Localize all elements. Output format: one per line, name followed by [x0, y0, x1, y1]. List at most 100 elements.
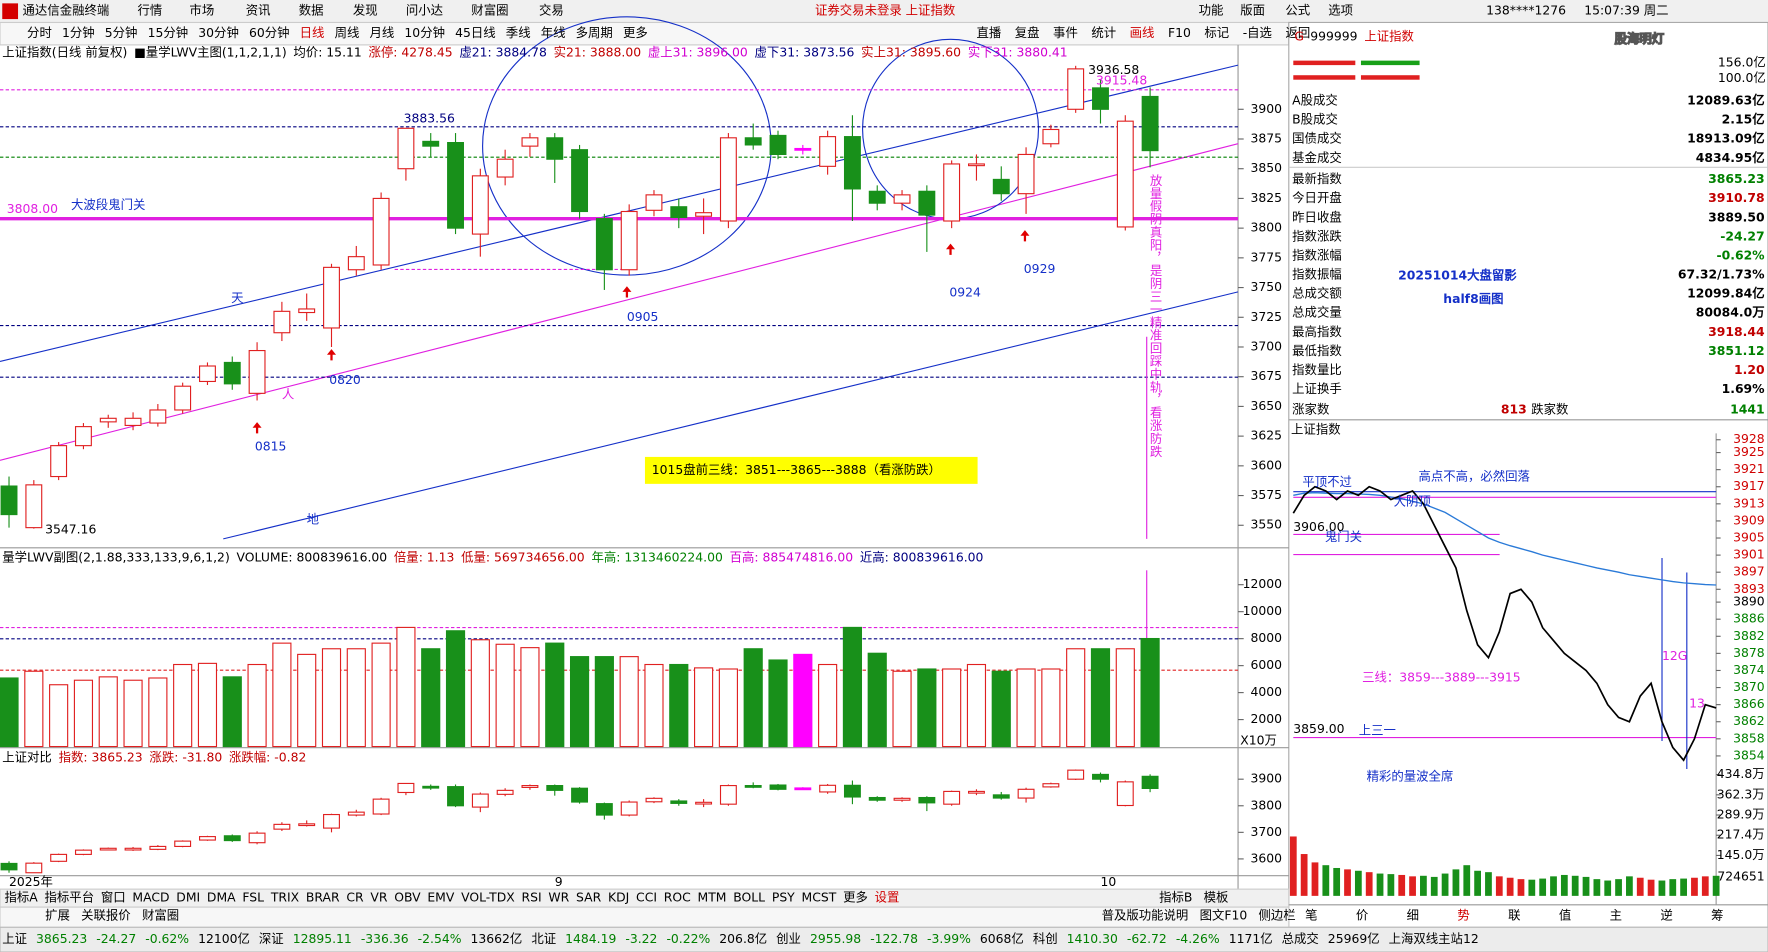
toolbar-button[interactable]: 返回 [1285, 26, 1310, 40]
indicator-tab[interactable]: WR [548, 891, 569, 905]
indicator-tab[interactable]: VR [370, 891, 387, 905]
indicator-tab[interactable]: OBV [394, 891, 421, 905]
period-tab[interactable]: 多周期 [576, 26, 613, 40]
period-tab[interactable]: 45日线 [455, 26, 496, 40]
x-tick-label: 10 [1100, 875, 1116, 889]
extra-tab[interactable]: 侧边栏 [1259, 908, 1296, 923]
volume-bar [24, 670, 44, 748]
compare-candle-body [74, 849, 92, 855]
volume-bar [346, 648, 366, 748]
volume-bar [1528, 879, 1536, 896]
indicator-tab[interactable]: VOL-TDX [461, 891, 515, 905]
indicator-tab[interactable]: 模板 [1204, 891, 1229, 905]
menu-item[interactable]: 功能 [1199, 4, 1224, 18]
toolbar-button[interactable]: 统计 [1091, 26, 1116, 40]
indicator-tab[interactable]: TRIX [270, 891, 300, 905]
menu-item[interactable]: 问小达 [406, 4, 443, 18]
compare-candle-body [199, 836, 216, 841]
indicator-tab[interactable]: MTM [698, 891, 727, 905]
menu-item[interactable]: 行情 [138, 4, 163, 18]
indicator-tab[interactable]: 指标平台 [45, 890, 95, 905]
panel-tab[interactable]: 细 [1407, 909, 1419, 923]
chart-header: 实上31: 3895.60 [861, 44, 961, 59]
extra-tab[interactable]: 图文F10 [1200, 908, 1248, 923]
indicator-tab[interactable]: DMA [207, 891, 236, 905]
period-tab[interactable]: 周线 [335, 26, 360, 40]
period-tab[interactable]: 60分钟 [249, 25, 290, 40]
indicator-tab[interactable]: EMV [427, 891, 455, 905]
menu-item[interactable]: 数据 [299, 3, 324, 18]
annotation: 0905 [627, 310, 659, 324]
toolbar-button[interactable]: 标记 [1204, 26, 1229, 40]
stat-label: 最新指数 [1292, 171, 1342, 186]
menu-item[interactable]: 版面 [1240, 4, 1265, 18]
period-tab[interactable]: 1分钟 [62, 25, 95, 40]
panel-tab[interactable]: 价 [1356, 909, 1368, 923]
volume-header: 量学LWV副图(2,1.88,333,133,9,6,1,2) [2, 549, 230, 564]
indicator-tab[interactable]: 设置 [875, 891, 900, 905]
panel-tab[interactable]: 联 [1508, 909, 1520, 923]
compare-candle-body [248, 832, 266, 844]
candle-body [719, 137, 737, 222]
period-tab[interactable]: 月线 [370, 26, 395, 40]
extra-tab[interactable]: 关联报价 [81, 908, 131, 923]
indicator-tab[interactable]: DMI [176, 891, 200, 905]
indicator-tab[interactable]: RSI [522, 891, 542, 905]
indicator-tab[interactable]: BRAR [306, 891, 340, 905]
volume-bar [1517, 879, 1525, 896]
toolbar-button[interactable]: -自选 [1243, 26, 1272, 40]
volume-bar [569, 656, 590, 748]
menu-item[interactable]: 选项 [1328, 4, 1353, 18]
toolbar-button[interactable]: 复盘 [1015, 25, 1040, 40]
period-tab[interactable]: 季线 [506, 26, 531, 40]
period-tab[interactable]: 年线 [541, 26, 566, 40]
y-tick-label: 145.0万 [1717, 848, 1765, 862]
indicator-tab[interactable]: 指标A [5, 890, 39, 905]
extra-tab[interactable]: 普及版功能说明 [1102, 908, 1189, 923]
panel-tab[interactable]: 势 [1457, 909, 1469, 923]
menu-item[interactable]: 公式 [1285, 4, 1310, 18]
period-tab[interactable]: 更多 [623, 26, 648, 40]
panel-tab[interactable]: 逆 [1660, 908, 1672, 923]
indicator-tab[interactable]: 更多 [843, 891, 868, 905]
extra-tab[interactable]: 财富圈 [142, 908, 179, 923]
panel-tab[interactable]: 值 [1559, 908, 1571, 923]
indicator-tab[interactable]: BOLL [733, 891, 765, 905]
panel-tab[interactable]: 主 [1610, 909, 1622, 923]
indicator-tab[interactable]: ROC [664, 891, 691, 905]
menu-item[interactable]: 交易 [539, 3, 564, 18]
menu-item[interactable]: 发现 [353, 3, 378, 18]
indicator-tab[interactable]: CR [346, 891, 364, 905]
panel-tab[interactable]: 筹 [1711, 908, 1723, 923]
period-tab[interactable]: 10分钟 [404, 25, 445, 40]
period-tab[interactable]: 15分钟 [148, 25, 189, 40]
indicator-tab[interactable]: 窗口 [101, 891, 126, 905]
toolbar-button[interactable]: 事件 [1053, 26, 1078, 40]
indicator-tab[interactable]: MACD [132, 891, 169, 905]
y-tick-label: 3878 [1733, 646, 1765, 660]
period-tab[interactable]: 5分钟 [105, 25, 138, 40]
period-tab[interactable]: 30分钟 [198, 25, 239, 40]
y-tick-label: 3575 [1250, 488, 1282, 502]
panel-tab[interactable]: 笔 [1305, 908, 1317, 923]
indicator-tab[interactable]: SAR [576, 891, 602, 905]
indicator-tab[interactable]: KDJ [608, 891, 629, 905]
indicator-tab[interactable]: PSY [772, 891, 795, 905]
period-tab[interactable]: 分时 [27, 26, 52, 40]
indicator-tab[interactable]: CCI [636, 891, 657, 905]
volume-header: 近高: 800839616.00 [860, 549, 984, 564]
menu-item[interactable]: 财富圈 [471, 3, 508, 18]
menu-item[interactable]: 市场 [189, 3, 214, 18]
period-tab[interactable]: 日线 [300, 26, 325, 40]
y-tick-label: 3800 [1250, 221, 1282, 235]
toolbar-button[interactable]: F10 [1168, 26, 1191, 40]
stat-value: 3910.78 [1708, 191, 1764, 205]
toolbar-button[interactable]: 画线 [1130, 26, 1155, 40]
extra-tab[interactable]: 扩展 [45, 909, 70, 923]
indicator-tab[interactable]: MCST [802, 891, 837, 905]
menu-item[interactable]: 资讯 [246, 4, 271, 18]
toolbar-button[interactable]: 直播 [976, 26, 1001, 40]
indicator-tab[interactable]: 指标B [1159, 890, 1192, 905]
indicator-tab[interactable]: FSL [242, 891, 264, 905]
y-tick-label: 3650 [1250, 399, 1282, 413]
